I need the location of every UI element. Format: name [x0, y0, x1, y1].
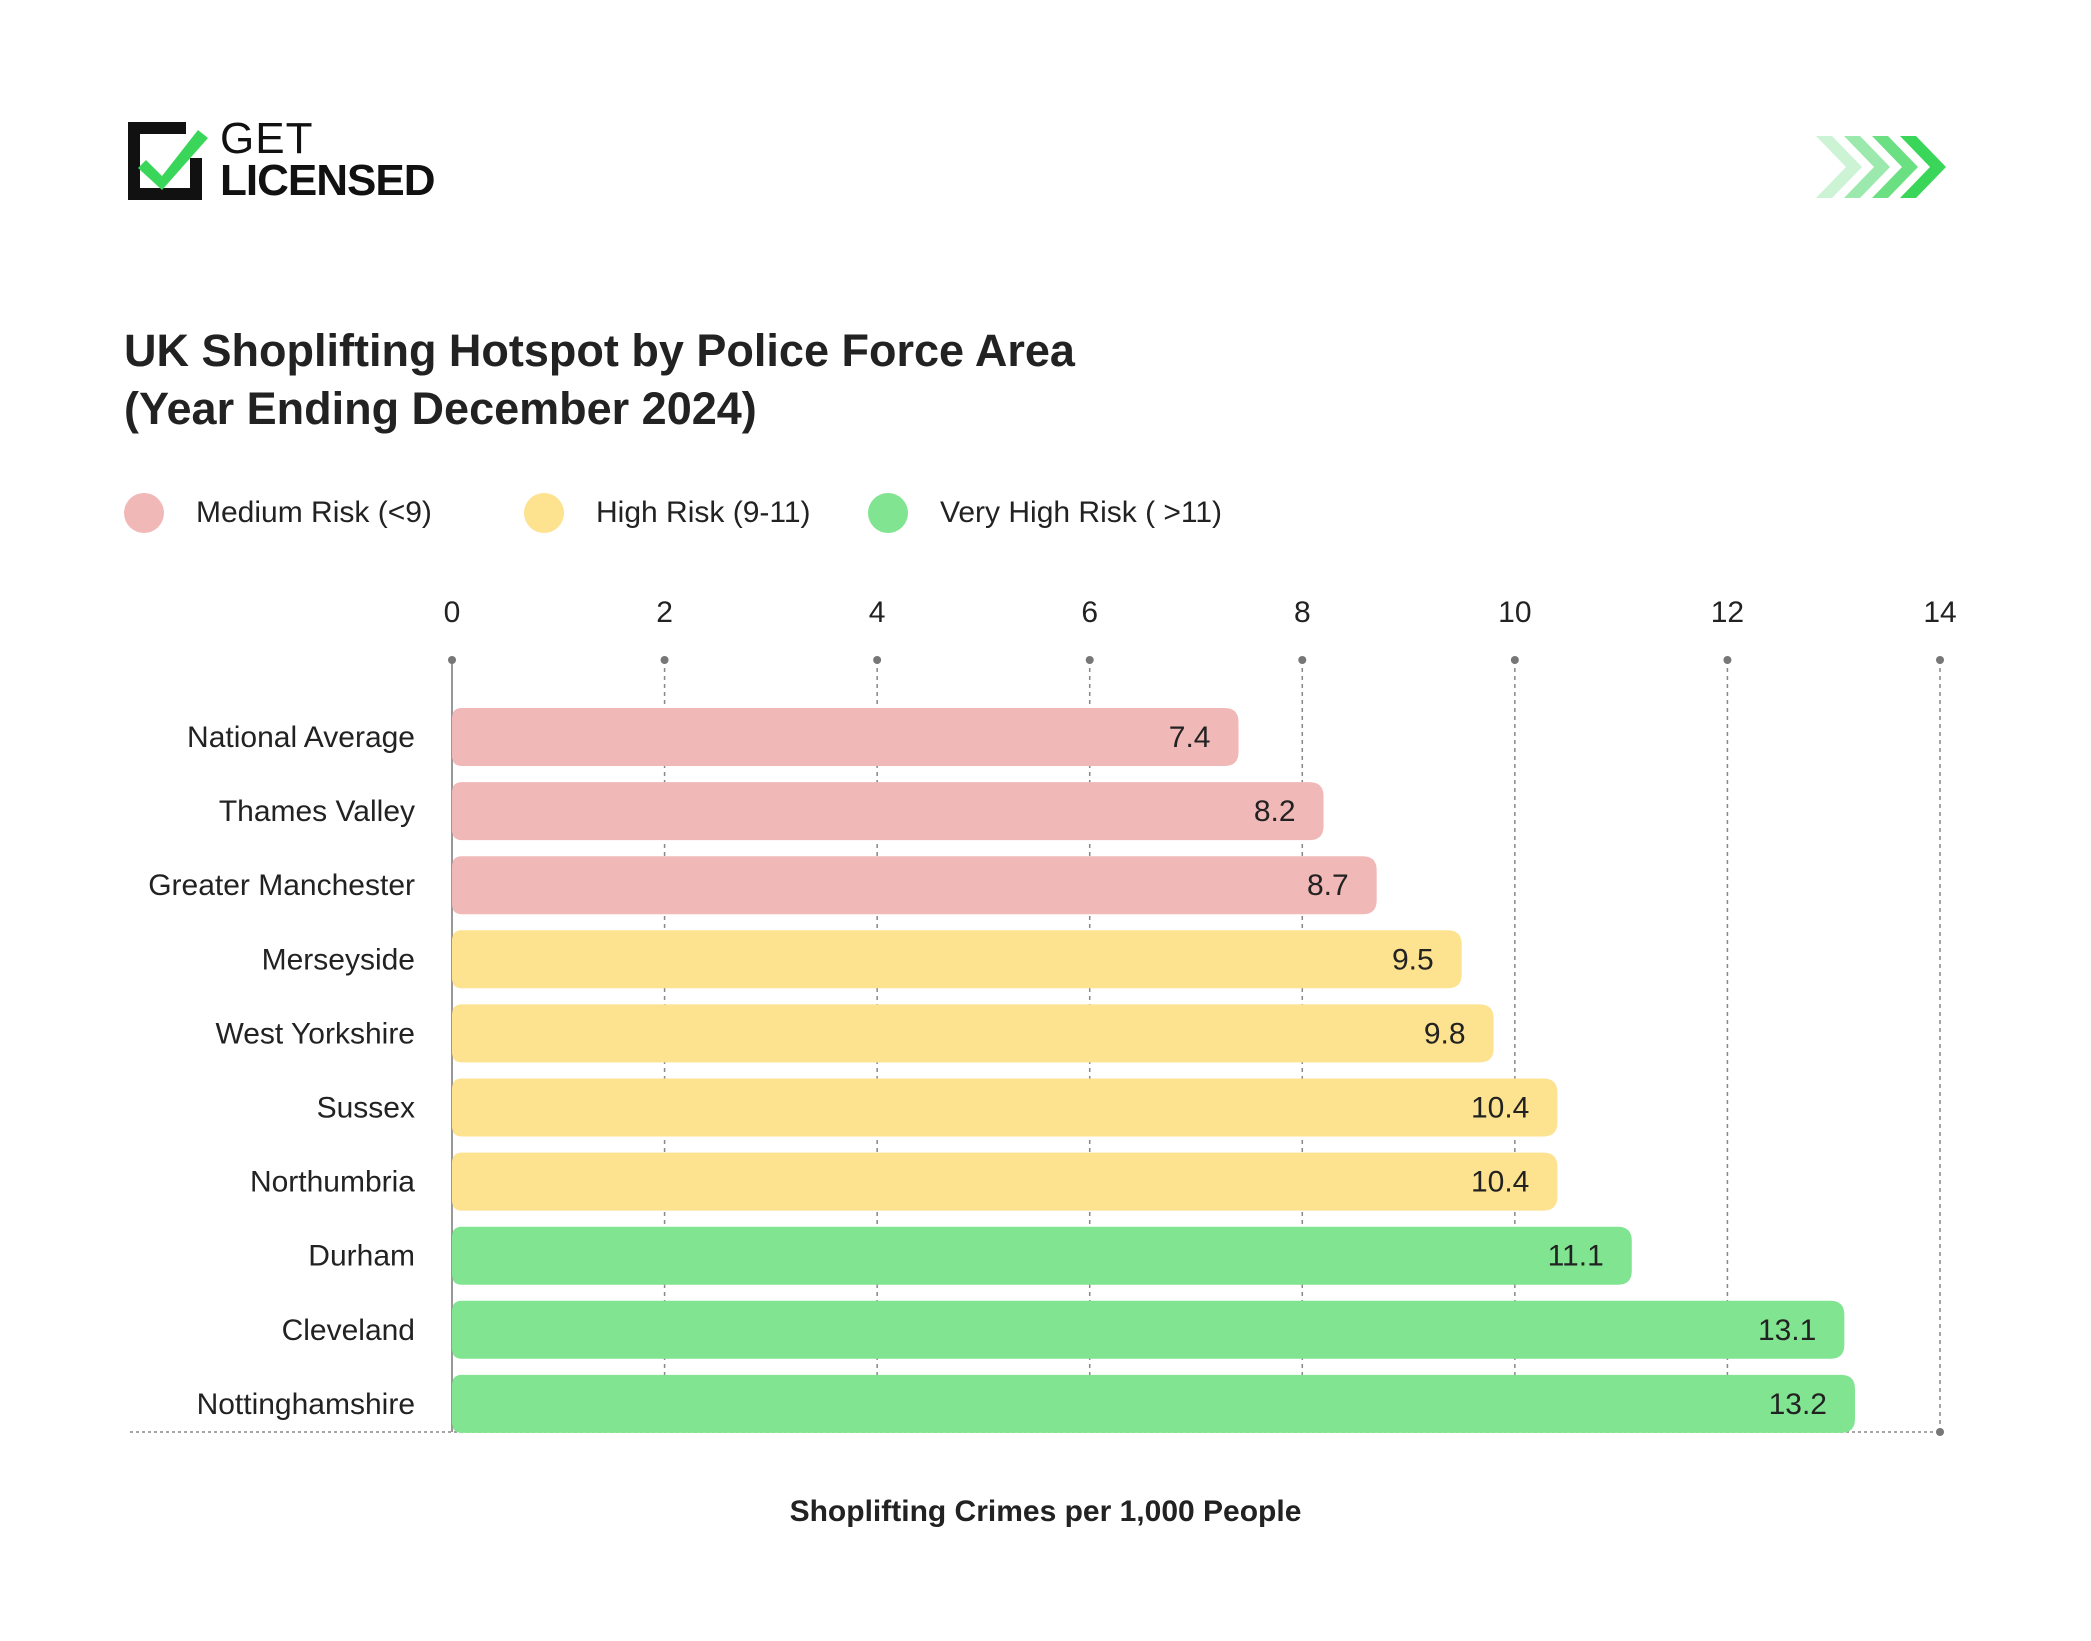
bar [452, 1004, 1494, 1063]
category-label: Greater Manchester [148, 869, 415, 902]
x-tick-label: 6 [1081, 596, 1098, 629]
category-label: Thames Valley [219, 795, 415, 828]
legend-item-medium: Medium Risk (<9) [124, 492, 432, 534]
legend-label-high: High Risk (9-11) [596, 496, 811, 529]
tick-dot [1510, 656, 1519, 664]
tick-dot [448, 656, 456, 664]
bar-value-label: 9.5 [1392, 943, 1434, 976]
legend-label-medium: Medium Risk (<9) [196, 496, 432, 529]
category-label: National Average [187, 721, 415, 754]
bar [452, 930, 1462, 989]
category-label: Cleveland [282, 1314, 415, 1347]
category-label: Durham [308, 1240, 415, 1273]
bar-value-label: 11.1 [1548, 1240, 1604, 1273]
bar-value-label: 13.2 [1769, 1388, 1827, 1421]
x-tick-label: 12 [1711, 596, 1744, 629]
tick-dot [1085, 656, 1094, 664]
checkbox-check-icon [128, 122, 208, 200]
bar [452, 1078, 1558, 1137]
legend-dot-very-high [868, 493, 908, 533]
tick-dot [1723, 656, 1732, 664]
x-tick-label: 0 [444, 596, 461, 629]
tick-dot [660, 656, 669, 664]
x-axis-label: Shoplifting Crimes per 1,000 People [789, 1495, 1302, 1528]
category-label: Sussex [317, 1092, 415, 1125]
get-licensed-logo: GET LICENSED [124, 114, 435, 205]
bar-value-label: 9.8 [1424, 1017, 1466, 1050]
bar [452, 1374, 1855, 1433]
legend-dot-high [524, 493, 564, 533]
x-tick-label: 10 [1498, 596, 1531, 629]
bar [452, 1300, 1845, 1359]
chart-title: UK Shoplifting Hotspot by Police Force A… [124, 322, 1075, 438]
tick-dot [1936, 656, 1944, 664]
tick-dot [873, 656, 882, 664]
logo-text-licensed: LICENSED [220, 156, 435, 205]
legend-item-very-high: Very High Risk ( >11) [868, 492, 1222, 534]
bar-value-label: 8.7 [1307, 869, 1349, 902]
logo-text-get: GET [220, 114, 314, 163]
category-label: Merseyside [262, 943, 415, 976]
x-tick-label: 14 [1923, 596, 1956, 629]
bar-value-label: 10.4 [1471, 1092, 1529, 1125]
x-tick-label: 8 [1294, 596, 1311, 629]
chevrons-icon [1816, 136, 1946, 198]
chart-title-line-1: UK Shoplifting Hotspot by Police Force A… [124, 325, 1075, 376]
legend-item-high: High Risk (9-11) [524, 492, 811, 534]
bar-value-label: 8.2 [1254, 795, 1296, 828]
bar [452, 1152, 1558, 1211]
bar-value-label: 10.4 [1471, 1166, 1529, 1199]
bar [452, 856, 1377, 915]
tick-dot [1298, 656, 1307, 664]
x-tick-label: 2 [656, 596, 673, 629]
bar [452, 1226, 1632, 1285]
bar-value-label: 13.1 [1758, 1314, 1816, 1347]
bar-value-label: 7.4 [1169, 721, 1211, 754]
category-label: Northumbria [250, 1166, 415, 1199]
x-tick-label: 4 [869, 596, 886, 629]
category-label: Nottinghamshire [197, 1388, 415, 1421]
chart-title-line-2: (Year Ending December 2024) [124, 383, 757, 434]
legend-label-very-high: Very High Risk ( >11) [940, 496, 1223, 529]
bar [452, 708, 1239, 766]
axis-end-dot [1936, 1428, 1944, 1436]
category-label: West Yorkshire [215, 1017, 415, 1050]
bar [452, 782, 1324, 841]
legend-dot-medium [124, 493, 164, 533]
